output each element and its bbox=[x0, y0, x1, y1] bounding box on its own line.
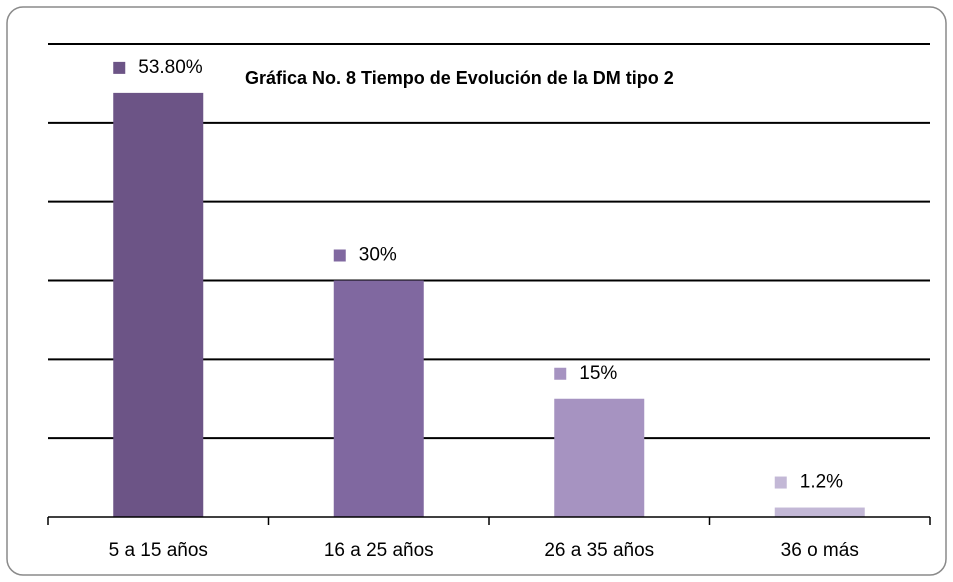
x-tick-label: 36 o más bbox=[781, 540, 859, 561]
chart-title: Gráfica No. 8 Tiempo de Evolución de la … bbox=[245, 68, 674, 88]
x-tick-label: 5 a 15 años bbox=[109, 540, 208, 561]
x-tick-label: 16 a 25 años bbox=[324, 540, 434, 561]
chart-frame bbox=[6, 6, 947, 576]
data-label: 30% bbox=[359, 245, 397, 266]
data-label: 1.2% bbox=[800, 472, 843, 493]
bar bbox=[333, 280, 424, 517]
label-marker bbox=[333, 249, 346, 262]
data-label: 53.80% bbox=[138, 57, 203, 78]
label-marker bbox=[554, 367, 567, 380]
label-marker bbox=[113, 61, 126, 74]
x-tick-label: 26 a 35 años bbox=[544, 540, 654, 561]
bar bbox=[774, 507, 865, 517]
label-marker bbox=[774, 476, 787, 489]
bar bbox=[113, 92, 204, 518]
data-label: 15% bbox=[579, 363, 617, 384]
bar bbox=[554, 398, 645, 517]
